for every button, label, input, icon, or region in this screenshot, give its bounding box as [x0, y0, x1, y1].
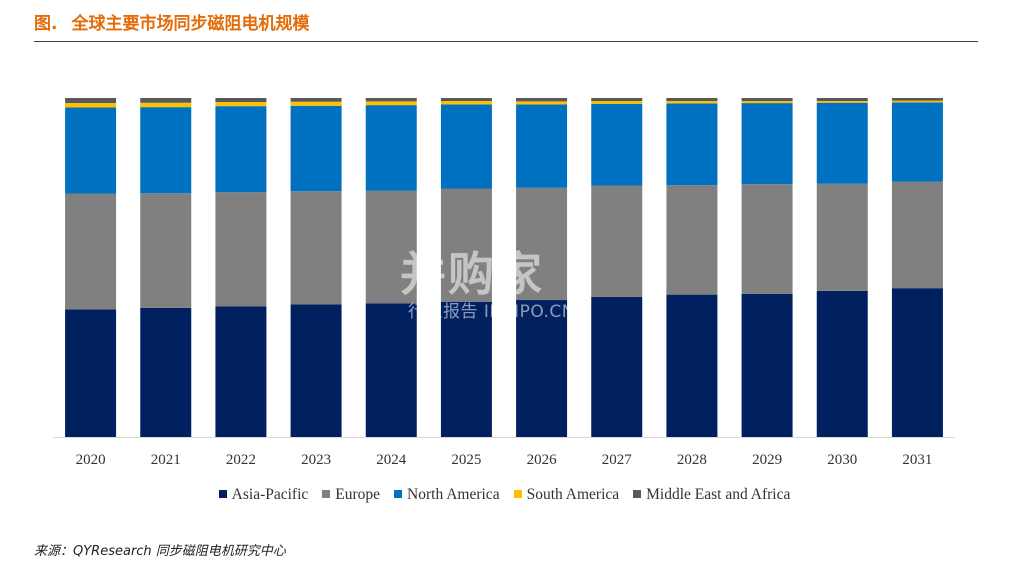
- bar-segment-2030-series-4: [816, 98, 868, 102]
- bar-segment-2024-series-4: [365, 98, 417, 102]
- bar-segment-2029-series-3: [741, 101, 793, 104]
- legend-label: Asia-Pacific: [231, 486, 309, 503]
- bar-segment-2024-series-2: [365, 105, 417, 191]
- bar-segment-2023-series-1: [290, 191, 342, 305]
- legend-swatch: [513, 490, 522, 498]
- x-tick-label: 2030: [827, 452, 857, 468]
- legend-item: South America: [513, 486, 620, 504]
- bar-segment-2022-series-0: [215, 306, 267, 438]
- figure-prefix: 图.: [34, 14, 58, 34]
- bar-segment-2023-series-0: [290, 304, 342, 437]
- bar-segment-2024-series-0: [365, 303, 417, 437]
- x-tick-label: 2023: [301, 452, 331, 468]
- stacked-bar-chart: 2020 2021 2022 2023 2024 2025 2026 2027 2028 2029…: [53, 98, 955, 468]
- bar-segment-2027-series-4: [591, 98, 643, 102]
- bar-segment-2022-series-2: [215, 106, 267, 193]
- bar-segment-2029-series-1: [741, 184, 793, 294]
- legend-swatch: [322, 490, 331, 498]
- bar-segment-2026-series-3: [516, 101, 568, 105]
- bar-segment-2025-series-3: [440, 101, 492, 105]
- legend-item: Asia-Pacific: [218, 486, 309, 504]
- bar-segment-2030-series-0: [816, 290, 868, 437]
- legend-label: Middle East and Africa: [646, 486, 791, 503]
- x-tick-label: 2029: [752, 452, 782, 468]
- legend-item: Europe: [322, 486, 380, 504]
- bar-segment-2023-series-3: [290, 101, 342, 106]
- bar-segment-2020-series-1: [65, 193, 117, 310]
- legend-label: North America: [407, 486, 500, 503]
- bar-segment-2025-series-4: [440, 98, 492, 102]
- bar-segment-2031-series-1: [891, 181, 943, 289]
- bar-segment-2020-series-2: [65, 107, 117, 194]
- bar-segment-2021-series-4: [140, 98, 192, 103]
- bar-segment-2020-series-3: [65, 103, 117, 108]
- chart-legend: Asia-Pacific Europe North America South Ame…: [0, 486, 1009, 504]
- legend-label: South America: [526, 486, 620, 503]
- bar-segment-2023-series-4: [290, 98, 342, 102]
- bar-segment-2027-series-0: [591, 296, 643, 437]
- source-note: 来源：QYResearch 同步磁阻电机研究中心: [34, 544, 286, 559]
- figure-title-text: 全球主要市场同步磁阻电机规模: [71, 14, 310, 34]
- bar-segment-2022-series-4: [215, 98, 267, 103]
- bar-segment-2021-series-2: [140, 107, 192, 194]
- bar-segment-2028-series-4: [666, 98, 718, 102]
- bar-segment-2023-series-2: [290, 105, 342, 192]
- bar-segment-2031-series-3: [891, 100, 943, 103]
- bar-segment-2027-series-1: [591, 185, 643, 297]
- bar-segment-2028-series-1: [666, 185, 718, 295]
- bar-segment-2029-series-0: [741, 293, 793, 437]
- legend-item: Middle East and Africa: [633, 486, 790, 504]
- x-tick-label: 2024: [376, 452, 407, 468]
- bar-segment-2025-series-0: [440, 301, 492, 437]
- bar-segment-2024-series-3: [365, 101, 417, 106]
- bar-segment-2026-series-1: [516, 187, 568, 301]
- bar-segment-2021-series-0: [140, 307, 192, 437]
- bar-segment-2027-series-2: [591, 103, 643, 186]
- x-tick-label: 2022: [226, 452, 256, 468]
- bar-segment-2028-series-0: [666, 294, 718, 437]
- bar-segment-2026-series-0: [516, 300, 568, 437]
- bar-segment-2022-series-3: [215, 102, 267, 107]
- bar-segment-2031-series-4: [891, 98, 943, 101]
- bar-segment-2022-series-1: [215, 192, 267, 307]
- x-tick-label: 2027: [602, 452, 633, 468]
- bar-segment-2028-series-2: [666, 103, 718, 186]
- bar-segment-2029-series-4: [741, 98, 793, 102]
- x-tick-label: 2031: [902, 452, 932, 468]
- figure-title: 图. 全球主要市场同步磁阻电机规模: [34, 10, 978, 42]
- x-tick-label: 2026: [527, 452, 558, 468]
- bar-segment-2027-series-3: [591, 101, 643, 104]
- bar-segment-2026-series-2: [516, 104, 568, 188]
- bar-segment-2030-series-3: [816, 101, 868, 103]
- x-tick-label: 2021: [151, 452, 181, 468]
- x-tick-label: 2028: [677, 452, 707, 468]
- bar-segment-2026-series-4: [516, 98, 568, 102]
- legend-swatch: [394, 490, 403, 498]
- bar-segment-2030-series-2: [816, 102, 868, 184]
- bar-segment-2024-series-1: [365, 190, 417, 304]
- legend-item: North America: [394, 486, 500, 504]
- bar-segment-2031-series-2: [891, 102, 943, 182]
- bar-segment-2028-series-3: [666, 101, 718, 104]
- x-tick-label: 2020: [76, 452, 106, 468]
- x-tick-label: 2025: [451, 452, 481, 468]
- legend-swatch: [633, 490, 642, 498]
- bar-segment-2031-series-0: [891, 288, 943, 437]
- bar-segment-2025-series-2: [440, 104, 492, 189]
- legend-label: Europe: [335, 486, 381, 503]
- bar-segment-2029-series-2: [741, 103, 793, 185]
- bar-segment-2030-series-1: [816, 183, 868, 291]
- bar-segment-2020-series-0: [65, 309, 117, 437]
- bar-segment-2021-series-1: [140, 193, 192, 308]
- bar-segment-2021-series-3: [140, 102, 192, 108]
- legend-swatch: [218, 490, 227, 498]
- bar-segment-2025-series-1: [440, 188, 492, 302]
- bar-segment-2020-series-4: [65, 98, 117, 104]
